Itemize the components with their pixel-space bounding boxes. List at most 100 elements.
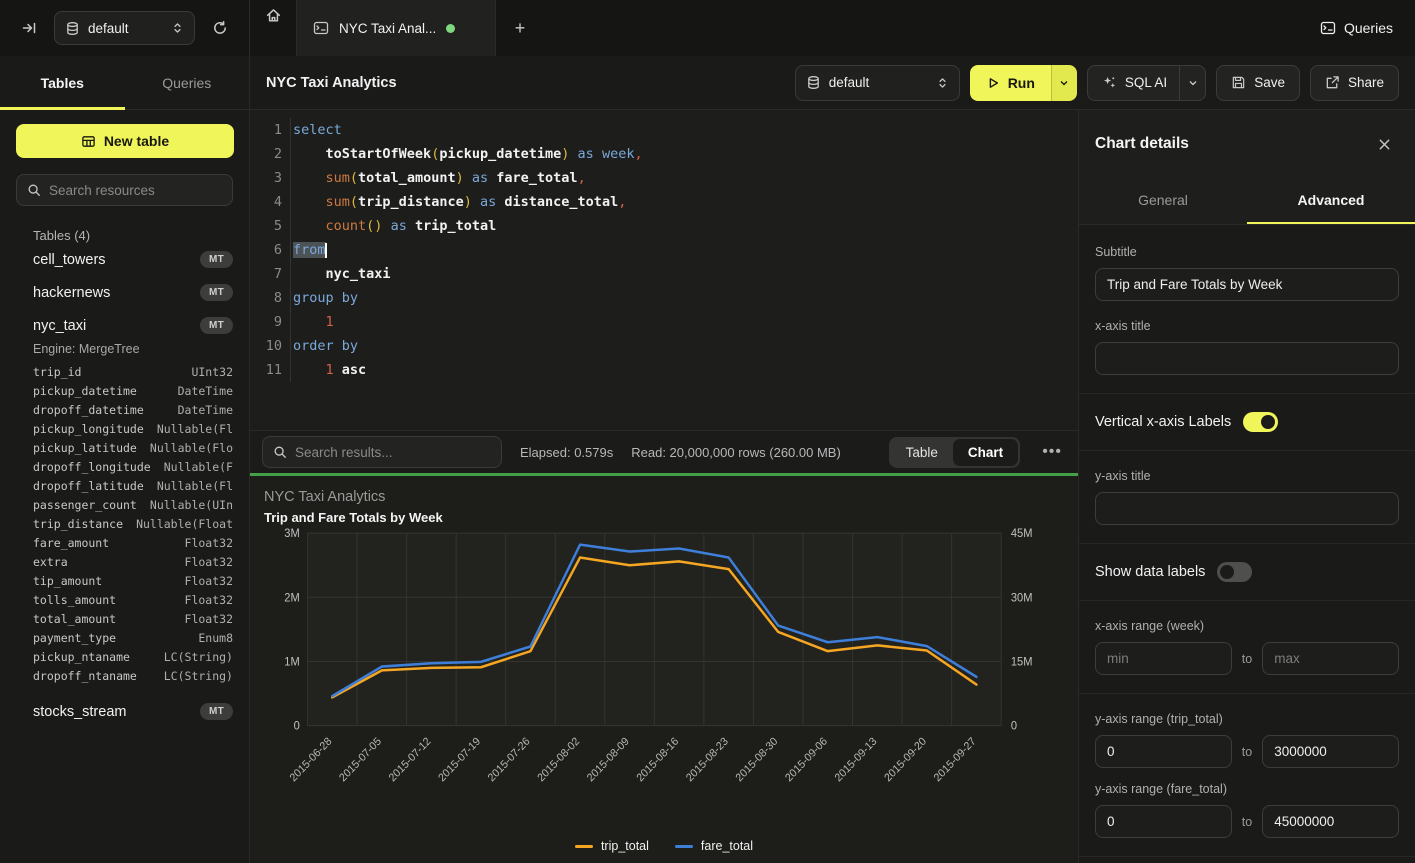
toolbar-database-selector[interactable]: default <box>795 65 960 101</box>
play-icon <box>986 76 1000 90</box>
y-range-trip-min-input[interactable] <box>1095 735 1232 768</box>
x-axis-title-input[interactable] <box>1095 342 1399 375</box>
results-search <box>262 436 502 468</box>
chart-details-body: Subtitle x-axis title Vertical x-axis La… <box>1079 225 1415 863</box>
sql-ai-button[interactable]: SQL AI <box>1087 65 1206 101</box>
new-table-button[interactable]: New table <box>16 124 234 158</box>
y-axis-title-input[interactable] <box>1095 492 1399 525</box>
legend-item[interactable]: fare_total <box>675 839 753 853</box>
table-name: stocks_stream <box>33 704 126 720</box>
svg-text:2015-07-05: 2015-07-05 <box>337 735 384 784</box>
column-type: Nullable(Float <box>136 517 233 531</box>
home-button[interactable] <box>250 0 296 30</box>
x-range-min-input[interactable] <box>1095 642 1232 675</box>
table-row[interactable]: hackernewsMT <box>0 276 249 309</box>
code-text: nyc_taxi <box>290 262 391 286</box>
chart-title: NYC Taxi Analytics <box>264 489 1064 505</box>
column-row: tolls_amountFloat32 <box>0 590 249 609</box>
view-tab-chart[interactable]: Chart <box>953 439 1018 466</box>
column-row: pickup_ntanameLC(String) <box>0 647 249 666</box>
svg-text:2015-06-28: 2015-06-28 <box>288 735 335 784</box>
database-icon <box>65 21 80 36</box>
editor-line: 2 toStartOfWeek(pickup_datetime) as week… <box>250 142 1078 166</box>
svg-text:2015-09-06: 2015-09-06 <box>783 735 830 784</box>
x-range-max-input[interactable] <box>1262 642 1399 675</box>
sql-editor[interactable]: 1select2 toStartOfWeek(pickup_datetime) … <box>250 110 1078 430</box>
table-name: hackernews <box>33 285 110 301</box>
editor-line: 9 1 <box>250 310 1078 334</box>
query-tab[interactable]: NYC Taxi Anal... <box>296 0 496 56</box>
tab-advanced[interactable]: Advanced <box>1247 178 1415 224</box>
save-button[interactable]: Save <box>1216 65 1300 101</box>
legend-item[interactable]: trip_total <box>575 839 649 853</box>
view-switcher: Table Chart <box>889 437 1021 468</box>
vertical-x-labels-toggle[interactable] <box>1243 412 1278 432</box>
run-options-chevron[interactable] <box>1051 65 1077 101</box>
show-data-labels-toggle[interactable] <box>1217 562 1252 582</box>
svg-text:2M: 2M <box>284 592 299 604</box>
editor-line: 6 from <box>250 238 1078 262</box>
more-options-icon[interactable]: ••• <box>1038 443 1066 461</box>
svg-text:30M: 30M <box>1011 592 1033 604</box>
table-row[interactable]: cell_towersMT <box>0 243 249 276</box>
line-number: 3 <box>250 166 282 190</box>
column-row: dropoff_datetimeDateTime <box>0 400 249 419</box>
divider <box>1079 693 1415 694</box>
sql-ai-options-chevron[interactable] <box>1179 66 1205 100</box>
tab-general[interactable]: General <box>1079 178 1247 224</box>
engine-badge: MT <box>200 317 233 334</box>
line-number: 8 <box>250 286 282 310</box>
view-tab-table[interactable]: Table <box>891 439 953 466</box>
column-row: fare_amountFloat32 <box>0 533 249 552</box>
column-type: Float32 <box>185 593 233 607</box>
column-name: total_amount <box>33 612 116 626</box>
chart-subtitle: Trip and Fare Totals by Week <box>264 510 1064 525</box>
table-row[interactable]: stocks_streamMT <box>0 695 249 728</box>
column-row: tip_amount Float32 <box>0 571 249 590</box>
share-button-label: Share <box>1348 75 1384 90</box>
column-row: pickup_longitudeNullable(Fl <box>0 419 249 438</box>
new-table-label: New table <box>104 133 169 149</box>
column-row: dropoff_longitudeNullable(F <box>0 457 249 476</box>
column-type: Float32 <box>185 574 233 588</box>
resource-search-input[interactable] <box>49 183 222 198</box>
queries-link[interactable]: Queries <box>1298 0 1415 56</box>
y-range-fare-min-input[interactable] <box>1095 805 1232 838</box>
share-button[interactable]: Share <box>1310 65 1399 101</box>
svg-text:2015-08-30: 2015-08-30 <box>734 735 781 784</box>
line-number: 6 <box>250 238 282 262</box>
table-row[interactable]: nyc_taxiMT <box>0 309 249 342</box>
column-name: tip_amount <box>33 574 102 588</box>
svg-text:2015-09-20: 2015-09-20 <box>882 735 929 784</box>
column-type: DateTime <box>178 384 233 398</box>
editor-line: 3 sum(total_amount) as fare_total, <box>250 166 1078 190</box>
editor-line: 4 sum(trip_distance) as distance_total, <box>250 190 1078 214</box>
y-range-trip-max-input[interactable] <box>1262 735 1399 768</box>
code-text: from <box>290 238 327 262</box>
sidebar-header: default <box>0 0 250 56</box>
results-search-input[interactable] <box>295 445 491 460</box>
database-selector[interactable]: default <box>54 11 195 45</box>
y-range-fare-max-input[interactable] <box>1262 805 1399 838</box>
column-type: Float32 <box>185 555 233 569</box>
svg-text:2015-09-27: 2015-09-27 <box>932 735 979 784</box>
subtitle-input[interactable] <box>1095 268 1399 301</box>
code-text: order by <box>290 334 358 358</box>
column-name: payment_type <box>33 631 116 645</box>
editor-line: 8group by <box>250 286 1078 310</box>
column-type: Nullable(UIn <box>150 498 233 512</box>
editor-line: 7 nyc_taxi <box>250 262 1078 286</box>
collapse-sidebar-icon[interactable] <box>14 13 44 43</box>
close-icon[interactable] <box>1369 129 1399 159</box>
sidebar-tab-tables[interactable]: Tables <box>0 56 125 109</box>
column-row: extraFloat32 <box>0 552 249 571</box>
column-row: dropoff_latitudeNullable(Fl <box>0 476 249 495</box>
sidebar-tab-queries[interactable]: Queries <box>125 56 250 109</box>
refresh-button[interactable] <box>205 13 235 43</box>
column-name: pickup_longitude <box>33 422 144 436</box>
new-tab-button[interactable]: + <box>496 0 544 56</box>
run-button[interactable]: Run <box>970 65 1077 101</box>
column-name: dropoff_ntaname <box>33 669 137 683</box>
sql-ai-label: SQL AI <box>1125 75 1167 90</box>
chart-details-tabs: General Advanced <box>1079 178 1415 225</box>
